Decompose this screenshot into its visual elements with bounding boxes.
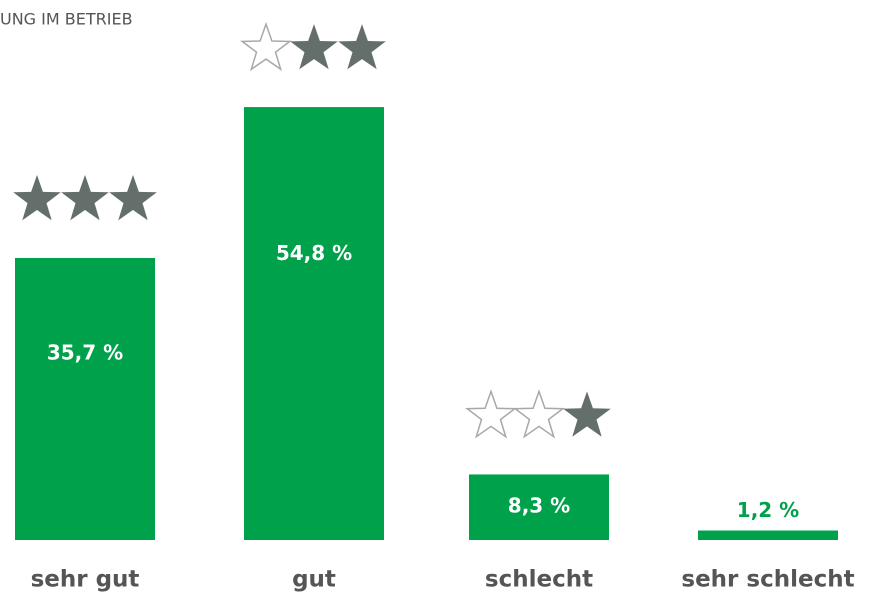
bar xyxy=(244,107,384,540)
bar xyxy=(469,474,609,540)
x-tick-label: schlecht xyxy=(485,567,593,593)
star-filled xyxy=(338,24,386,70)
value-label: 1,2 % xyxy=(737,498,799,522)
star-empty xyxy=(240,21,292,72)
star-filled xyxy=(563,391,611,437)
star-filled xyxy=(290,24,338,70)
star-filled xyxy=(13,175,61,221)
value-label: 54,8 % xyxy=(276,241,352,265)
star-filled xyxy=(61,175,109,221)
bar xyxy=(698,530,838,540)
star-empty xyxy=(465,389,517,439)
chart-title: UNG IM BETRIEB xyxy=(0,10,133,29)
x-tick-label: sehr gut xyxy=(31,567,140,593)
star-filled xyxy=(109,175,157,221)
value-label: 35,7 % xyxy=(47,340,123,364)
bar xyxy=(15,257,155,540)
x-tick-label: sehr schlecht xyxy=(681,567,854,593)
star-empty xyxy=(513,389,565,439)
value-label: 8,3 % xyxy=(508,494,570,518)
x-tick-label: gut xyxy=(292,567,336,593)
